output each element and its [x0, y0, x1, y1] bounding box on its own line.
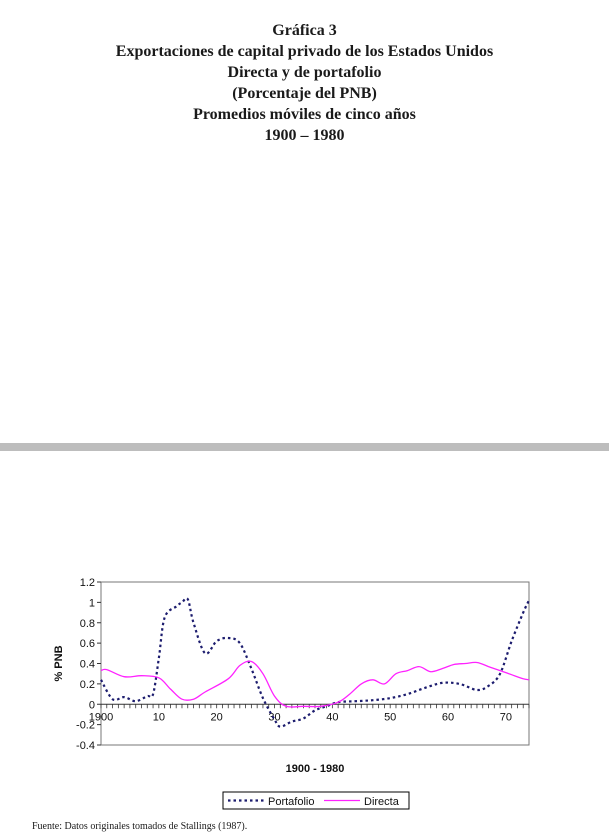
x-tick-label: 10 [153, 711, 165, 723]
x-tick-label: 40 [326, 711, 338, 723]
legend-box [222, 791, 410, 810]
subtitle-line-4: Promedios móviles de cinco años [193, 106, 416, 123]
series-line-portafolio [100, 597, 530, 728]
line-chart: -0.4 -0.2 0 0.2 0.4 0.6 0.8 1 1.2 1900 10 20 30 40 50 6… [53, 577, 530, 810]
subtitle-line-2: Directa y de portafolio [227, 64, 382, 81]
y-tick-label: -0.2 [76, 720, 95, 732]
y-tick-label: 0.6 [80, 638, 95, 650]
subtitle-line-3: (Porcentaje del PNB) [232, 85, 377, 102]
chart-title-block: Gráfica 3 Exportaciones de capital priva… [0, 20, 609, 146]
figure-title: Gráfica 3 [272, 22, 337, 39]
x-axis-label: 1900 - 1980 [286, 763, 345, 775]
x-tick-label: 70 [500, 711, 512, 723]
series-line-directa [100, 660, 530, 708]
y-tick-label: 0.2 [80, 679, 95, 691]
x-tick-label: 1900 [89, 711, 113, 723]
y-tick-label: 0.4 [80, 659, 95, 671]
source-note: Fuente: Datos originales tomados de Stal… [32, 821, 248, 832]
y-tick-label: 0 [89, 699, 95, 711]
y-tick-label: 1 [89, 597, 95, 609]
y-tick-label: -0.4 [76, 740, 95, 752]
y-axis-label: % PNB [53, 645, 65, 681]
subtitle-line-5: 1900 – 1980 [264, 127, 345, 144]
x-tick-label: 50 [384, 711, 396, 723]
subtitle-line-1: Exportaciones de capital privado de los … [115, 43, 494, 60]
y-tick-label: 1.2 [80, 577, 95, 589]
x-tick-label: 60 [442, 711, 454, 723]
page-divider [0, 443, 609, 451]
legend-label-portafolio: Portafolio [268, 796, 314, 808]
x-tick-label: 20 [211, 711, 223, 723]
y-tick-label: 0.8 [80, 618, 95, 630]
x-tick-label: 30 [268, 711, 280, 723]
legend-label-directa: Directa [364, 796, 400, 808]
